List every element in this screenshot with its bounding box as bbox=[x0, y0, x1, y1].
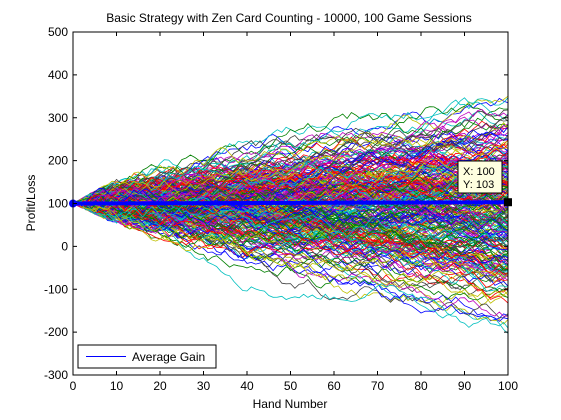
x-tick-label: 20 bbox=[153, 379, 167, 393]
datatip-x-label: X: 100 bbox=[463, 166, 495, 178]
legend-box bbox=[77, 344, 217, 369]
simulated-path bbox=[72, 177, 509, 229]
simulated-path bbox=[72, 202, 509, 279]
y-tick-label: -100 bbox=[44, 282, 68, 296]
x-tick-label: 90 bbox=[458, 379, 472, 393]
x-axis-label: Hand Number bbox=[253, 397, 328, 411]
y-tick-label: -300 bbox=[44, 368, 68, 382]
x-tick-label: 80 bbox=[414, 379, 428, 393]
y-tick-label: 400 bbox=[48, 68, 68, 82]
y-tick-label: 0 bbox=[61, 239, 68, 253]
datatip-y-label: Y: 103 bbox=[463, 179, 494, 191]
simulated-path bbox=[72, 202, 509, 250]
simulated-path bbox=[72, 134, 509, 208]
simulated-path bbox=[72, 197, 509, 241]
simulated-path bbox=[72, 154, 509, 209]
simulated-path bbox=[72, 200, 509, 298]
x-tick-label: 50 bbox=[284, 379, 298, 393]
simulated-path bbox=[72, 136, 509, 207]
simulated-path bbox=[72, 200, 509, 329]
simulated-path bbox=[72, 202, 509, 241]
simulated-path bbox=[72, 194, 509, 251]
x-tick-label: 0 bbox=[70, 379, 77, 393]
chart-title: Basic Strategy with Zen Card Counting - … bbox=[106, 11, 472, 25]
datatip[interactable]: X: 100 Y: 103 bbox=[457, 160, 512, 207]
simulated-path bbox=[72, 194, 509, 251]
simulated-path bbox=[72, 203, 509, 269]
y-tick-label: 500 bbox=[48, 25, 68, 39]
simulated-path bbox=[72, 203, 509, 284]
x-tick-label: 70 bbox=[371, 379, 385, 393]
x-tick-label: 10 bbox=[110, 379, 124, 393]
simulated-path bbox=[72, 97, 509, 208]
y-tick-label: 300 bbox=[48, 111, 68, 125]
y-axis-label: Profit/Loss bbox=[24, 175, 38, 232]
axis-ticks: 0 10 20 30 40 50 60 70 80 90 100 -300 -200 -100 0 100 20… bbox=[44, 25, 518, 393]
x-tick-label: 100 bbox=[498, 379, 518, 393]
legend-entry-average-gain: Average Gain bbox=[132, 350, 205, 364]
legend: Average Gain bbox=[77, 344, 217, 369]
y-tick-label: -200 bbox=[44, 325, 68, 339]
average-gain-line bbox=[72, 200, 509, 206]
simulated-path bbox=[73, 203, 509, 304]
simulated-path bbox=[72, 172, 509, 215]
simulated-path bbox=[72, 198, 509, 284]
y-tick-label: 100 bbox=[48, 197, 68, 211]
simulated-path bbox=[72, 174, 509, 232]
simulated-path bbox=[72, 202, 509, 301]
simulated-path bbox=[72, 166, 509, 204]
datatip-box bbox=[457, 160, 503, 194]
x-tick-label: 60 bbox=[327, 379, 341, 393]
simulated-path bbox=[72, 202, 509, 276]
simulated-path bbox=[72, 159, 509, 218]
x-tick-label: 30 bbox=[197, 379, 211, 393]
simulated-path bbox=[72, 189, 509, 237]
simulated-path bbox=[72, 109, 509, 206]
y-tick-label: 200 bbox=[48, 154, 68, 168]
simulated-path bbox=[72, 147, 509, 212]
x-tick-label: 40 bbox=[240, 379, 254, 393]
simulated-path bbox=[72, 109, 509, 206]
simulated-path bbox=[72, 195, 509, 265]
simulated-path bbox=[72, 177, 509, 233]
datatip-marker[interactable] bbox=[504, 198, 512, 207]
simulated-path bbox=[72, 164, 509, 204]
simulated-path bbox=[72, 138, 509, 211]
